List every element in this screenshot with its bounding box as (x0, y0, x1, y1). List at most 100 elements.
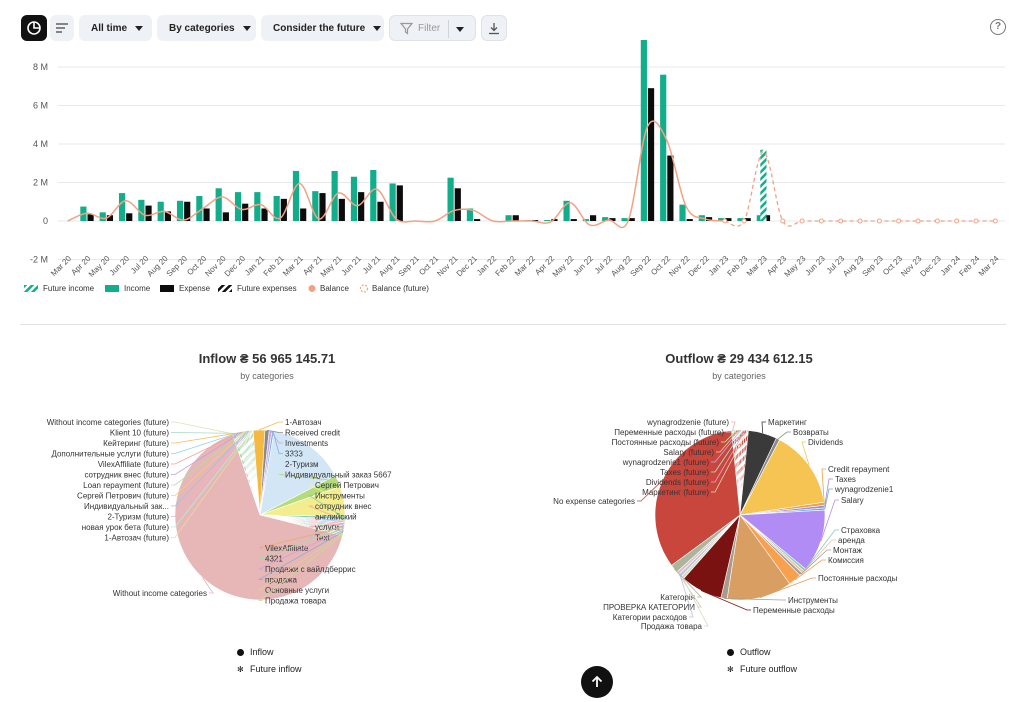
expense-bar[interactable] (280, 198, 287, 221)
expense-bar[interactable] (532, 220, 539, 221)
expense-bar[interactable] (570, 219, 577, 221)
expense-bar[interactable] (725, 218, 732, 221)
income-bar[interactable] (389, 183, 396, 221)
income-bar[interactable] (505, 215, 512, 221)
income-bar[interactable] (679, 204, 686, 221)
expense-bar[interactable] (87, 214, 94, 221)
y-tick-label: 8 M (33, 62, 48, 72)
expense-bar[interactable] (763, 215, 771, 221)
expense-bar[interactable] (319, 193, 326, 221)
income-bar[interactable] (621, 218, 628, 221)
pie-leader-line (761, 421, 766, 434)
future-dropdown[interactable]: Consider the future (261, 15, 384, 41)
income-bar[interactable] (582, 219, 589, 221)
pie-leader-line (679, 575, 694, 618)
future-outflow-legend-item[interactable]: ✻ Future outflow (727, 664, 797, 674)
income-bar[interactable] (196, 195, 203, 221)
expense-bar[interactable] (551, 219, 558, 221)
legend-item[interactable]: Balance (future) (359, 284, 430, 293)
expense-bar[interactable] (512, 215, 519, 221)
legend-label: Future expenses (237, 284, 297, 293)
expense-bar[interactable] (377, 201, 384, 221)
income-bar[interactable] (273, 195, 280, 221)
expense-bar[interactable] (589, 215, 597, 221)
income-bar[interactable] (602, 217, 609, 221)
income-bar[interactable] (466, 208, 474, 221)
income-bar[interactable] (234, 192, 242, 221)
expense-bar[interactable] (744, 218, 751, 221)
income-bar[interactable] (737, 218, 744, 221)
expense-bar[interactable] (686, 219, 693, 221)
expense-bar[interactable] (261, 208, 268, 221)
income-bar[interactable] (718, 218, 725, 221)
expense-bar[interactable] (705, 217, 713, 221)
income-bar[interactable] (640, 40, 647, 221)
income-bar[interactable] (447, 177, 454, 221)
expense-bar[interactable] (647, 88, 655, 221)
expense-bar[interactable] (474, 219, 481, 221)
expense-bar[interactable] (609, 218, 616, 221)
income-bar[interactable] (99, 212, 106, 221)
legend-item[interactable]: Future income (24, 284, 95, 293)
expense-bar[interactable] (184, 201, 191, 221)
income-bar[interactable] (350, 176, 358, 221)
expense-bar[interactable] (164, 211, 171, 221)
legend-item[interactable]: Expense (160, 284, 211, 293)
pie-slice-label: 4321 (265, 555, 283, 564)
income-bar[interactable] (563, 200, 570, 221)
y-tick-label: 6 M (33, 101, 48, 111)
expense-bar[interactable] (203, 208, 210, 221)
pie-slice-label: Продажа товара (641, 622, 703, 631)
expense-bar[interactable] (338, 198, 345, 221)
inflow-legend-item[interactable]: Inflow (237, 647, 274, 657)
income-bar[interactable] (176, 200, 184, 221)
x-tick-label: Mar 24 (977, 254, 1001, 278)
expense-bar[interactable] (222, 212, 229, 221)
expense-bar[interactable] (106, 215, 114, 221)
filter-button[interactable]: Filter (389, 15, 476, 41)
expense-bar[interactable] (454, 188, 461, 221)
income-bar[interactable] (660, 74, 667, 221)
chart-lines (67, 120, 998, 229)
future-balance-point (915, 218, 921, 224)
expense-bar[interactable] (242, 203, 249, 221)
pie-leader-line (824, 488, 833, 510)
download-button[interactable] (481, 15, 507, 41)
hatched-dot-icon: ✻ (237, 664, 244, 674)
income-bar[interactable] (756, 215, 763, 221)
expense-bar[interactable] (358, 192, 365, 221)
expense-bar[interactable] (628, 218, 635, 221)
future-inflow-legend-item[interactable]: ✻ Future inflow (237, 664, 302, 674)
pie-leader-line (257, 531, 344, 580)
income-bar[interactable] (370, 169, 377, 221)
legend-item[interactable]: Future expenses (218, 284, 297, 293)
chart-type-button[interactable] (21, 15, 47, 41)
legend-item[interactable]: Income (105, 284, 151, 293)
expense-bar[interactable] (667, 155, 674, 221)
pie-leader-line (202, 577, 214, 594)
income-bar[interactable] (215, 188, 222, 221)
expense-bar[interactable] (300, 208, 307, 221)
income-bar[interactable] (544, 220, 551, 221)
legend-swatch (24, 285, 38, 292)
expense-bar[interactable] (145, 205, 152, 221)
income-bar[interactable] (118, 193, 126, 221)
chevron-down-icon[interactable] (456, 27, 464, 32)
legend-item[interactable]: Balance (308, 284, 350, 293)
outflow-legend-item[interactable]: Outflow (727, 647, 771, 657)
income-bar[interactable] (312, 191, 319, 221)
pie-slice[interactable] (739, 439, 825, 516)
pie-slice[interactable] (174, 434, 343, 601)
help-icon[interactable]: ? (990, 19, 1006, 35)
list-view-button[interactable] (50, 15, 74, 41)
grouping-dropdown[interactable]: By categories (157, 15, 256, 41)
expense-bar[interactable] (396, 185, 403, 221)
expense-bar[interactable] (126, 213, 133, 221)
period-dropdown[interactable]: All time (79, 15, 152, 41)
income-bar[interactable] (254, 192, 261, 221)
future-income-bar[interactable] (760, 149, 767, 221)
income-bar[interactable] (138, 199, 145, 221)
income-bar[interactable] (292, 170, 300, 221)
scroll-to-top-button[interactable] (581, 666, 613, 698)
